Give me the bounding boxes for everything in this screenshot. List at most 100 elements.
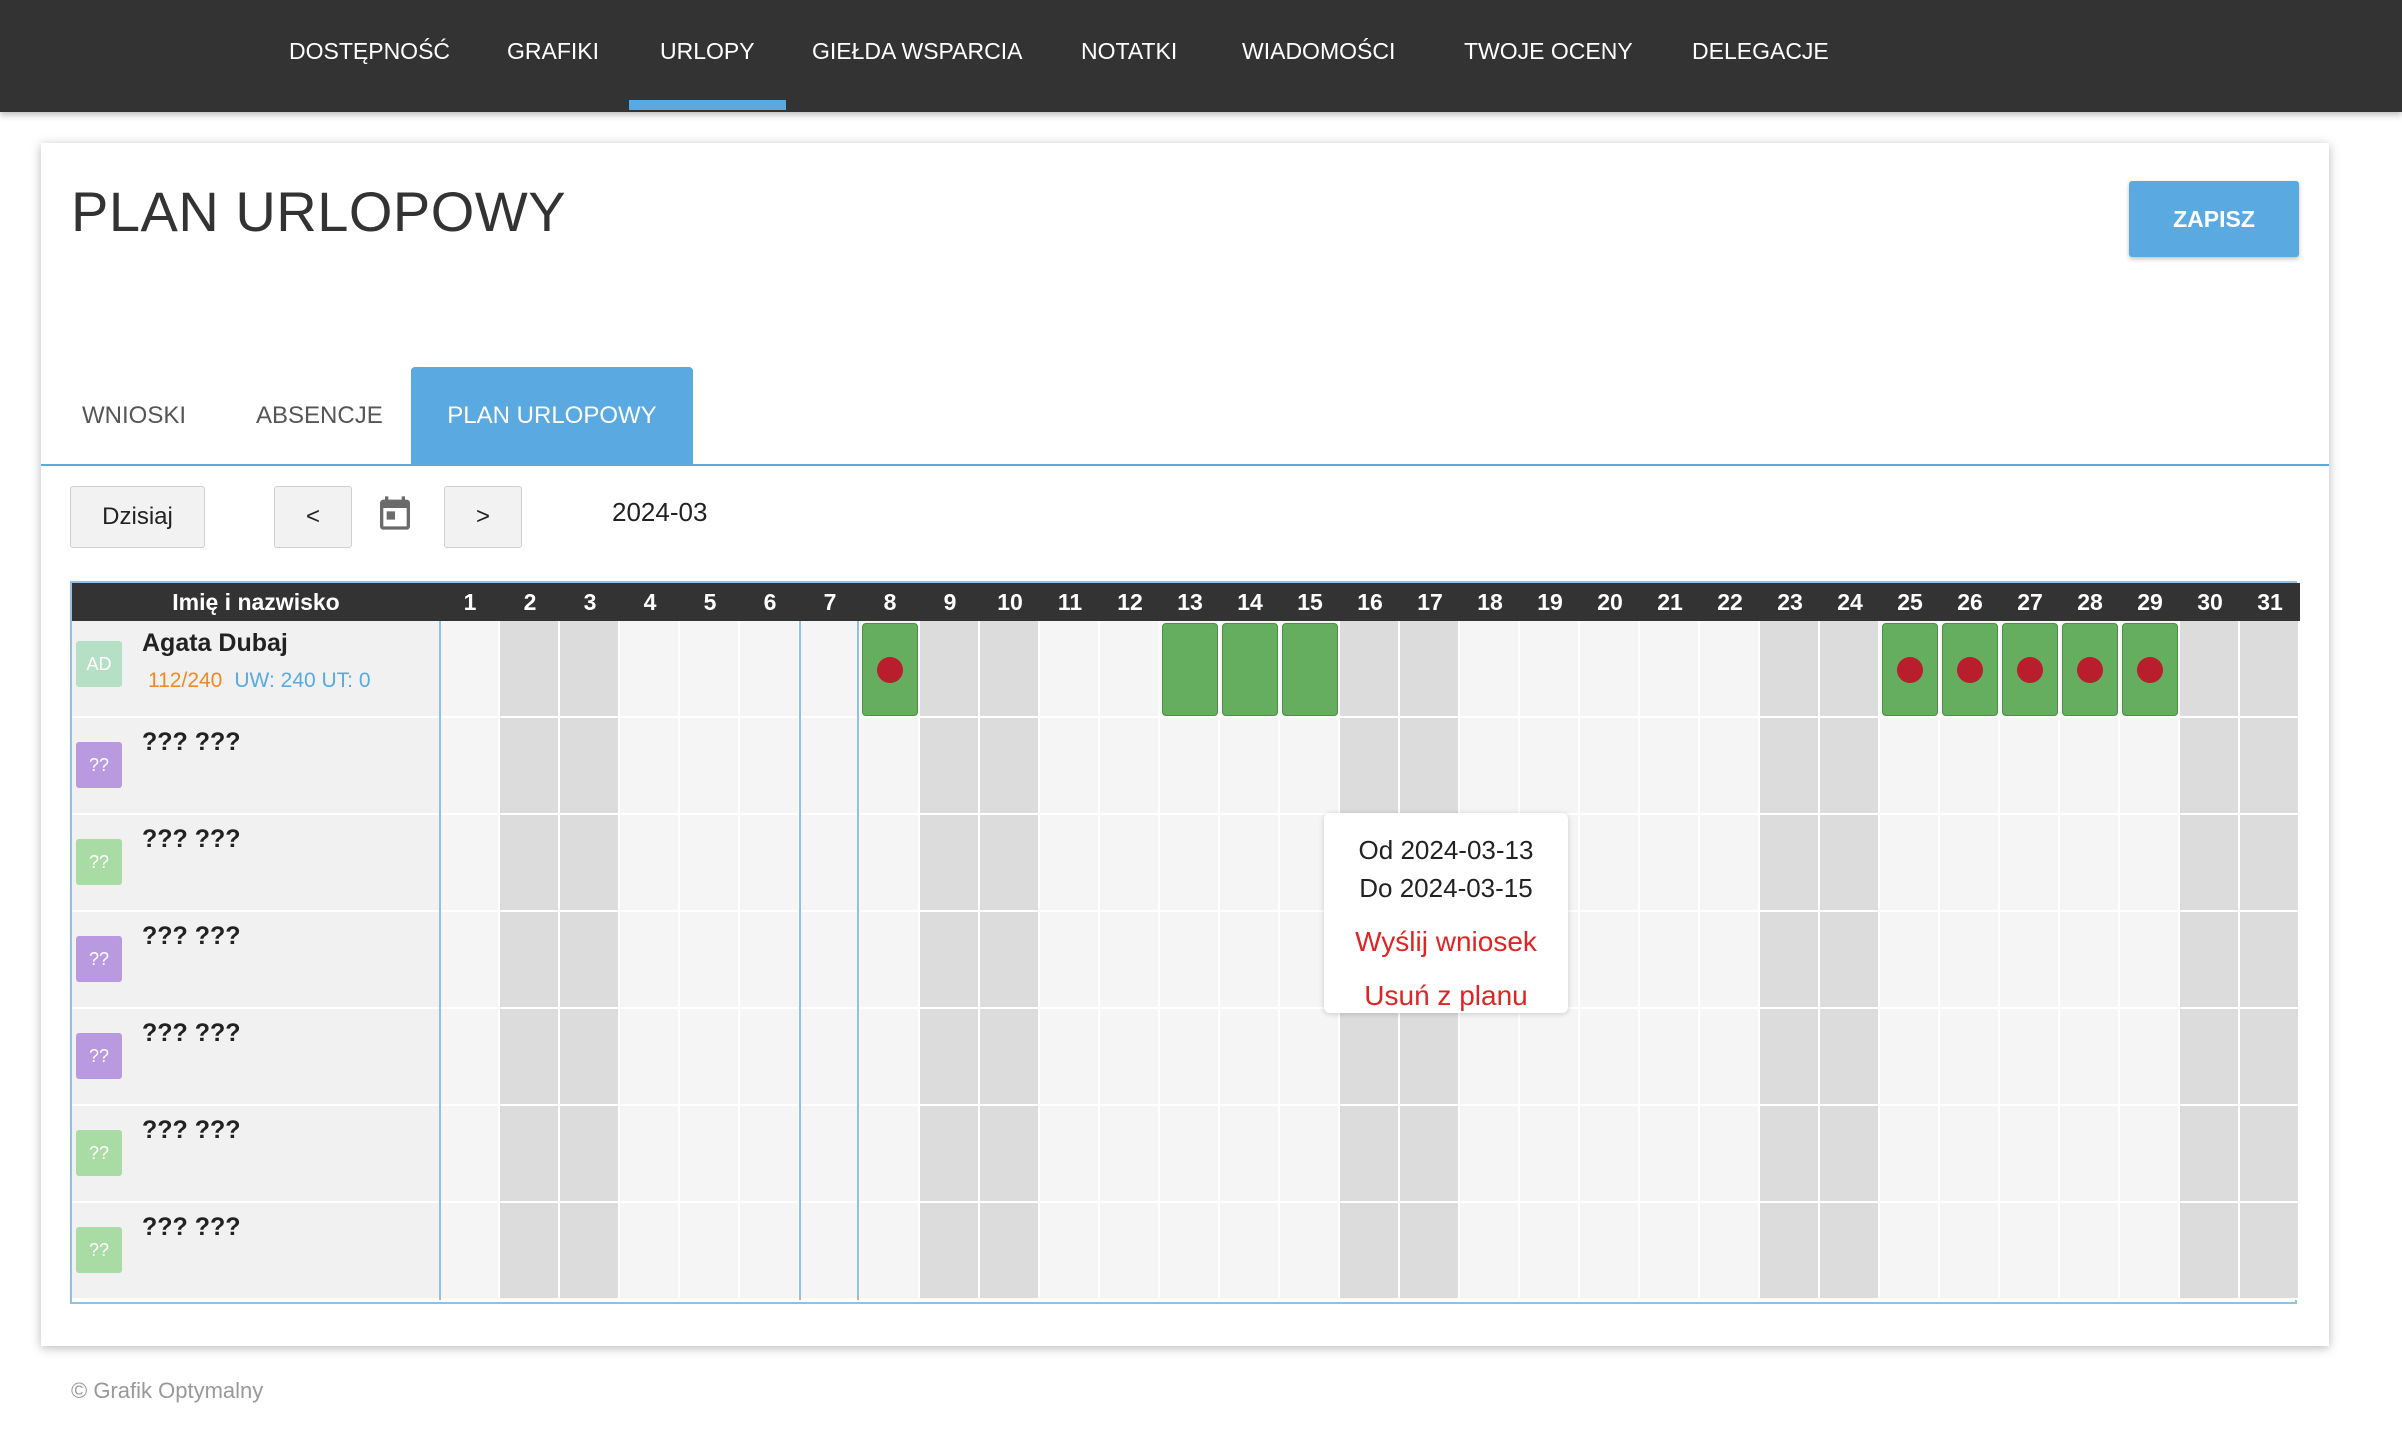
day-cell[interactable] <box>1580 912 1640 1009</box>
day-cell[interactable] <box>620 718 680 815</box>
day-cell[interactable] <box>2060 912 2120 1009</box>
day-cell[interactable] <box>2060 718 2120 815</box>
tab-wnioski[interactable]: WNIOSKI <box>82 402 187 429</box>
day-cell[interactable] <box>440 718 500 815</box>
day-cell[interactable] <box>860 718 920 815</box>
day-cell[interactable] <box>1820 621 1880 718</box>
day-cell[interactable] <box>500 815 560 912</box>
day-cell[interactable] <box>800 912 860 1009</box>
day-cell[interactable] <box>500 1203 560 1300</box>
vacation-day-block[interactable] <box>1942 623 1998 716</box>
nav-item-urlopy[interactable]: URLOPY <box>629 0 786 112</box>
day-cell[interactable] <box>2180 621 2240 718</box>
day-cell[interactable] <box>980 621 1040 718</box>
day-cell[interactable] <box>1160 912 1220 1009</box>
day-cell[interactable] <box>440 815 500 912</box>
day-cell[interactable] <box>1520 1203 1580 1300</box>
day-cell[interactable] <box>1580 621 1640 718</box>
day-cell[interactable] <box>800 1009 860 1106</box>
today-button[interactable]: Dzisiaj <box>70 486 205 548</box>
day-cell[interactable] <box>1100 718 1160 815</box>
day-cell[interactable] <box>620 621 680 718</box>
vacation-day-block[interactable] <box>862 623 918 716</box>
day-cell[interactable] <box>2180 1203 2240 1300</box>
day-cell[interactable] <box>1640 815 1700 912</box>
day-cell[interactable] <box>560 1009 620 1106</box>
day-cell[interactable] <box>980 1203 1040 1300</box>
day-cell[interactable] <box>1760 912 1820 1009</box>
day-cell[interactable] <box>1520 1009 1580 1106</box>
day-cell[interactable] <box>680 621 740 718</box>
day-cell[interactable] <box>1880 718 1940 815</box>
day-cell[interactable] <box>680 1009 740 1106</box>
day-cell[interactable] <box>1880 912 1940 1009</box>
day-cell[interactable] <box>1520 1106 1580 1203</box>
day-cell[interactable] <box>2180 1106 2240 1203</box>
day-cell[interactable] <box>1580 1106 1640 1203</box>
day-cell[interactable] <box>1100 1203 1160 1300</box>
tab-plan-urlopowy[interactable]: PLAN URLOPOWY <box>411 367 693 465</box>
day-cell[interactable] <box>2180 815 2240 912</box>
day-cell[interactable] <box>1940 912 2000 1009</box>
day-cell[interactable] <box>1640 1203 1700 1300</box>
day-cell[interactable] <box>1400 718 1460 815</box>
next-month-button[interactable]: > <box>444 486 522 548</box>
day-cell[interactable] <box>2240 718 2300 815</box>
day-cell[interactable] <box>560 912 620 1009</box>
day-cell[interactable] <box>1340 1203 1400 1300</box>
day-cell[interactable] <box>560 621 620 718</box>
day-cell[interactable] <box>1700 912 1760 1009</box>
day-cell[interactable] <box>440 1106 500 1203</box>
day-cell[interactable] <box>1940 1009 2000 1106</box>
day-cell[interactable] <box>1580 1203 1640 1300</box>
day-cell[interactable] <box>1220 1203 1280 1300</box>
day-cell[interactable] <box>740 815 800 912</box>
day-cell[interactable] <box>2120 912 2180 1009</box>
day-cell[interactable] <box>920 1203 980 1300</box>
day-cell[interactable] <box>620 1106 680 1203</box>
day-cell[interactable] <box>1640 1106 1700 1203</box>
remove-from-plan-button[interactable]: Usuń z planu <box>1364 980 1528 1011</box>
nav-item-gielda-wsparcia[interactable]: GIEŁDA WSPARCIA <box>812 38 1023 64</box>
prev-month-button[interactable]: < <box>274 486 352 548</box>
day-cell[interactable] <box>1460 1106 1520 1203</box>
vacation-day-block[interactable] <box>1162 623 1218 716</box>
day-cell[interactable] <box>440 621 500 718</box>
day-cell[interactable] <box>2240 912 2300 1009</box>
day-cell[interactable] <box>440 912 500 1009</box>
day-cell[interactable] <box>1340 1009 1400 1106</box>
day-cell[interactable] <box>1340 718 1400 815</box>
day-cell[interactable] <box>860 1009 920 1106</box>
day-cell[interactable] <box>740 1009 800 1106</box>
day-cell[interactable] <box>1100 621 1160 718</box>
day-cell[interactable] <box>1520 621 1580 718</box>
day-cell[interactable] <box>1100 1009 1160 1106</box>
day-cell[interactable] <box>620 1009 680 1106</box>
day-cell[interactable] <box>1220 718 1280 815</box>
day-cell[interactable] <box>1160 718 1220 815</box>
day-cell[interactable] <box>680 815 740 912</box>
day-cell[interactable] <box>1280 1203 1340 1300</box>
day-cell[interactable] <box>740 718 800 815</box>
day-cell[interactable] <box>980 912 1040 1009</box>
day-cell[interactable] <box>800 1106 860 1203</box>
day-cell[interactable] <box>980 815 1040 912</box>
send-request-button[interactable]: Wyślij wniosek <box>1355 926 1537 957</box>
day-cell[interactable] <box>680 912 740 1009</box>
day-cell[interactable] <box>560 718 620 815</box>
day-cell[interactable] <box>860 1106 920 1203</box>
day-cell[interactable] <box>1340 621 1400 718</box>
day-cell[interactable] <box>1400 1009 1460 1106</box>
day-cell[interactable] <box>680 718 740 815</box>
day-cell[interactable] <box>2180 912 2240 1009</box>
day-cell[interactable] <box>1100 1106 1160 1203</box>
day-cell[interactable] <box>2120 1009 2180 1106</box>
nav-item-grafiki[interactable]: GRAFIKI <box>507 38 600 64</box>
tab-absencje[interactable]: ABSENCJE <box>256 402 383 429</box>
day-cell[interactable] <box>1820 718 1880 815</box>
day-cell[interactable] <box>1700 815 1760 912</box>
day-cell[interactable] <box>860 912 920 1009</box>
day-cell[interactable] <box>500 718 560 815</box>
day-cell[interactable] <box>1460 621 1520 718</box>
day-cell[interactable] <box>860 1203 920 1300</box>
